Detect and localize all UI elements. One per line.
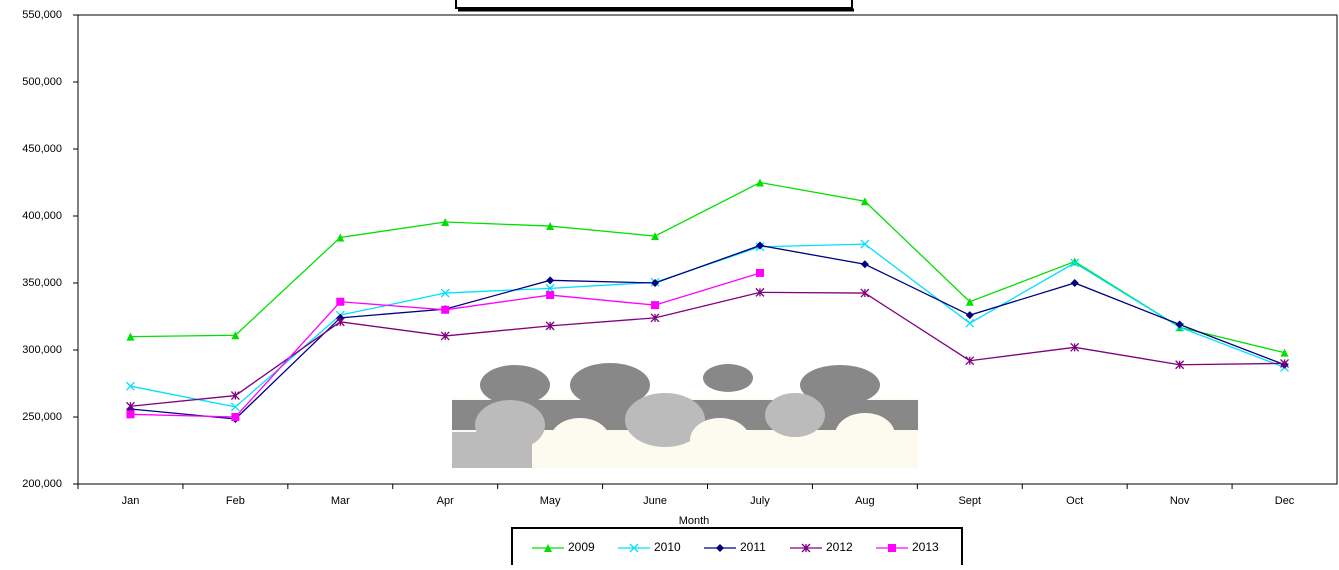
- legend-marker: [888, 544, 896, 552]
- data-point: [1280, 348, 1289, 357]
- legend-label: 2011: [740, 540, 766, 554]
- data-point: [650, 313, 660, 323]
- legend-marker: [716, 544, 724, 552]
- data-point: [651, 301, 660, 310]
- y-tick-label: 550,000: [22, 9, 62, 21]
- x-tick-label: Jan: [122, 495, 140, 507]
- x-tick-label: July: [750, 495, 770, 507]
- legend-marker: [544, 544, 552, 552]
- x-tick-label: June: [643, 495, 667, 507]
- data-point: [1175, 360, 1185, 370]
- data-point: [546, 276, 555, 285]
- data-point: [1070, 258, 1080, 268]
- x-tick-label: Nov: [1170, 495, 1190, 507]
- data-point: [441, 218, 450, 227]
- data-point: [651, 279, 660, 287]
- data-point: [755, 178, 764, 187]
- y-tick-label: 400,000: [22, 210, 62, 222]
- data-point: [230, 391, 240, 401]
- x-tick-label: Dec: [1275, 495, 1295, 507]
- legend-marker: [629, 543, 639, 553]
- series-line: [130, 291, 1285, 407]
- data-point: [126, 410, 135, 419]
- data-point: [965, 356, 975, 366]
- y-tick-label: 300,000: [22, 344, 62, 356]
- decoration-image: [452, 363, 918, 468]
- data-point: [336, 233, 345, 242]
- data-point: [860, 260, 869, 269]
- data-point: [1070, 342, 1080, 352]
- legend-label: 2010: [654, 540, 681, 554]
- data-point: [126, 332, 135, 341]
- data-point: [1175, 320, 1184, 329]
- x-axis-label: Month: [679, 515, 710, 527]
- legend-marker: [801, 543, 811, 553]
- x-tick-label: Sept: [958, 495, 981, 507]
- data-point: [545, 321, 555, 331]
- y-tick-label: 350,000: [22, 277, 62, 289]
- y-tick-label: 250,000: [22, 411, 62, 423]
- data-point: [125, 381, 135, 391]
- data-point: [440, 288, 450, 298]
- data-point: [860, 239, 870, 249]
- x-tick-label: Oct: [1066, 495, 1083, 507]
- data-point: [755, 268, 764, 277]
- data-point: [1070, 279, 1079, 287]
- data-point: [125, 401, 135, 411]
- data-point: [440, 331, 450, 341]
- x-tick-label: May: [540, 495, 561, 507]
- data-point: [860, 288, 870, 298]
- data-point: [546, 222, 555, 231]
- y-tick-label: 200,000: [22, 478, 62, 490]
- data-point: [1280, 358, 1289, 368]
- data-point: [651, 232, 660, 241]
- data-point: [965, 318, 975, 328]
- data-point: [336, 297, 345, 306]
- data-point: [335, 317, 345, 327]
- x-tick-label: Mar: [331, 495, 350, 507]
- legend-label: 2013: [912, 540, 939, 554]
- data-point: [231, 331, 240, 340]
- data-point: [441, 305, 450, 314]
- x-tick-label: Feb: [226, 495, 245, 507]
- x-tick-label: Apr: [437, 495, 454, 507]
- data-point: [546, 291, 555, 300]
- data-point: [755, 241, 764, 250]
- title-box: [455, 0, 853, 9]
- data-point: [755, 287, 765, 297]
- y-tick-label: 450,000: [22, 143, 62, 155]
- series-line: [130, 181, 1285, 354]
- y-tick-label: 500,000: [22, 76, 62, 88]
- data-point: [545, 283, 555, 293]
- data-point: [965, 297, 974, 306]
- x-tick-label: Aug: [855, 495, 875, 507]
- legend-label: 2012: [826, 540, 853, 554]
- data-point: [231, 413, 240, 421]
- legend-label: 2009: [568, 540, 595, 554]
- data-point: [860, 197, 869, 206]
- data-point: [230, 402, 240, 412]
- data-point: [965, 311, 974, 320]
